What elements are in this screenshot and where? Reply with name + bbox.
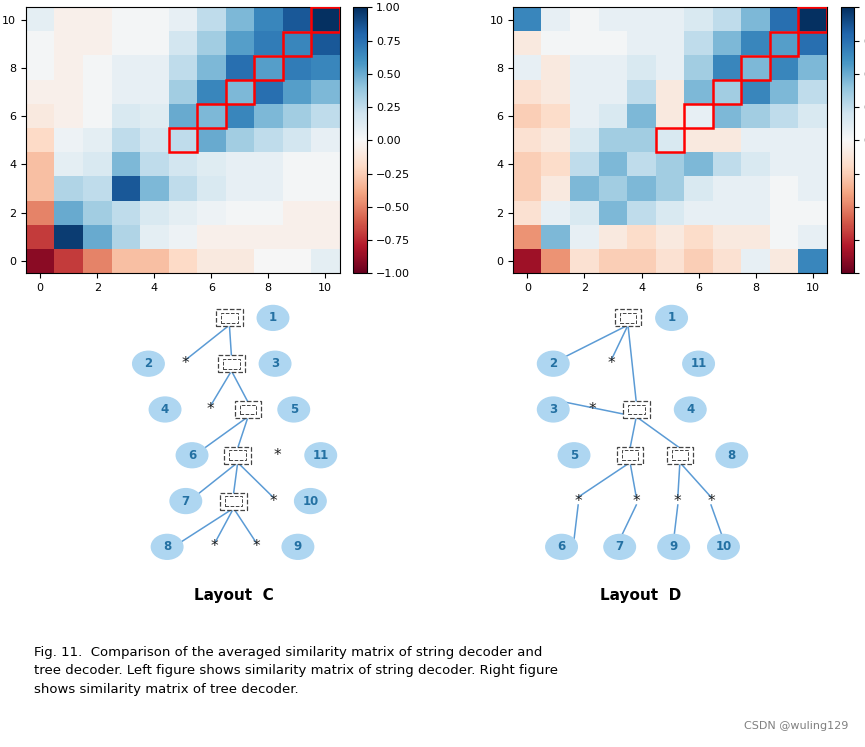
Bar (226, 80, 254, 104)
Text: 7: 7 (182, 495, 189, 507)
Bar (224, 447, 251, 464)
Text: 10: 10 (302, 495, 318, 507)
Circle shape (682, 351, 714, 376)
Circle shape (656, 306, 688, 330)
Circle shape (546, 534, 577, 560)
Bar (617, 447, 644, 464)
Bar (229, 450, 246, 460)
Text: *: * (708, 494, 714, 509)
Bar (622, 450, 638, 460)
Bar (667, 447, 693, 464)
Text: 6: 6 (557, 540, 566, 554)
Bar (197, 104, 226, 128)
Bar (223, 359, 240, 368)
Text: *: * (182, 356, 189, 371)
Text: *: * (574, 494, 582, 509)
Circle shape (675, 397, 706, 422)
Text: *: * (607, 356, 615, 371)
Bar (234, 401, 261, 418)
Bar (741, 56, 770, 80)
Circle shape (708, 534, 740, 560)
Text: 8: 8 (727, 449, 736, 462)
Circle shape (295, 489, 326, 513)
Bar (628, 405, 644, 415)
Circle shape (257, 306, 289, 330)
Text: *: * (674, 494, 682, 509)
Bar (684, 104, 713, 128)
Circle shape (176, 443, 208, 468)
Bar (240, 405, 256, 415)
Text: *: * (253, 539, 260, 554)
Circle shape (537, 397, 569, 422)
Bar (713, 80, 741, 104)
Circle shape (558, 443, 590, 468)
Text: *: * (632, 494, 640, 509)
Bar (221, 313, 238, 323)
Circle shape (282, 534, 314, 560)
Text: *: * (269, 494, 277, 509)
Bar (216, 309, 243, 326)
Text: 10: 10 (715, 540, 732, 554)
Text: *: * (589, 402, 597, 417)
Text: 3: 3 (271, 357, 279, 371)
Bar (169, 128, 197, 152)
Circle shape (151, 534, 183, 560)
Circle shape (537, 351, 569, 376)
Text: 5: 5 (290, 403, 298, 416)
Bar (656, 128, 684, 152)
Text: 2: 2 (549, 357, 557, 371)
Text: 2: 2 (144, 357, 152, 371)
Circle shape (150, 397, 181, 422)
Bar (615, 309, 641, 326)
Text: *: * (211, 539, 219, 554)
Bar (254, 56, 283, 80)
Bar (798, 7, 827, 31)
Text: 9: 9 (670, 540, 678, 554)
Text: 9: 9 (294, 540, 302, 554)
Text: Layout  C: Layout C (194, 589, 273, 604)
Text: 1: 1 (269, 311, 277, 324)
Text: 4: 4 (686, 403, 695, 416)
Circle shape (658, 534, 689, 560)
Bar (283, 31, 311, 56)
Text: Fig. 11.  Comparison of the averaged similarity matrix of string decoder and
tre: Fig. 11. Comparison of the averaged simi… (35, 645, 558, 695)
Text: CSDN @wuling129: CSDN @wuling129 (744, 722, 848, 731)
Bar (623, 401, 650, 418)
Text: 7: 7 (616, 540, 624, 554)
Text: 6: 6 (188, 449, 196, 462)
Circle shape (260, 351, 291, 376)
Circle shape (604, 534, 636, 560)
Circle shape (716, 443, 747, 468)
Text: 5: 5 (570, 449, 578, 462)
Bar (619, 313, 637, 323)
Bar (311, 7, 340, 31)
Circle shape (278, 397, 310, 422)
Text: 1: 1 (668, 311, 676, 324)
Circle shape (170, 489, 202, 513)
Text: 11: 11 (312, 449, 329, 462)
Text: *: * (207, 402, 215, 417)
Bar (221, 492, 247, 509)
Bar (225, 496, 242, 506)
Text: 3: 3 (549, 403, 557, 416)
Bar (770, 31, 798, 56)
Text: Layout  D: Layout D (599, 589, 681, 604)
Text: *: * (273, 447, 281, 462)
Bar (218, 355, 245, 372)
Text: 11: 11 (690, 357, 707, 371)
Circle shape (305, 443, 336, 468)
Text: 8: 8 (163, 540, 171, 554)
Bar (671, 450, 689, 460)
Circle shape (132, 351, 164, 376)
Text: 4: 4 (161, 403, 170, 416)
